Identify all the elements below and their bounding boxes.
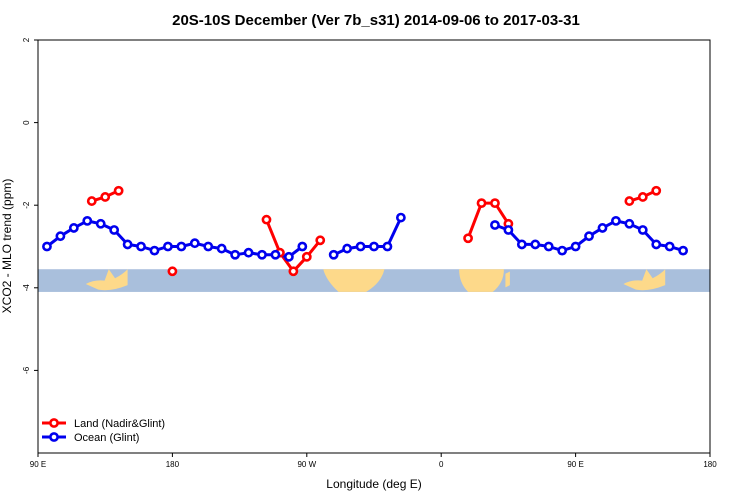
legend: Land (Nadir&Glint) Ocean (Glint): [42, 418, 165, 444]
land-patch: [505, 271, 510, 288]
plot-frame: [37, 39, 711, 454]
data-point: [149, 245, 160, 256]
data-point: [395, 212, 406, 223]
data-point: [651, 239, 662, 250]
data-point: [100, 192, 111, 202]
land-patch: [623, 269, 666, 291]
legend-label: Land (Nadir&Glint): [74, 418, 165, 430]
data-point: [301, 251, 312, 262]
data-point: [203, 241, 214, 252]
series-lines: [46, 189, 684, 273]
data-point: [637, 225, 648, 235]
legend-label: Ocean (Glint): [74, 432, 139, 444]
y-tick-label: -6: [22, 366, 31, 374]
data-point: [557, 245, 568, 256]
data-point: [257, 249, 267, 260]
data-point: [624, 218, 635, 229]
data-point: [109, 225, 120, 235]
land-patch: [323, 269, 385, 292]
x-tick-label: 180: [166, 460, 180, 469]
data-point: [490, 220, 500, 230]
series-line: [466, 201, 510, 239]
data-point: [42, 241, 52, 252]
data-point: [261, 214, 272, 225]
data-point: [86, 196, 97, 206]
data-point: [230, 249, 241, 260]
data-point: [288, 266, 299, 277]
data-point: [176, 241, 187, 252]
y-axis: 2 0 -2 -4 -6: [22, 37, 38, 374]
x-axis: 90 E 180 90 W 0 90 E 180: [30, 453, 717, 469]
data-point: [270, 249, 281, 260]
x-tick-label: 90 W: [297, 460, 316, 469]
data-point: [163, 241, 173, 252]
data-point: [113, 185, 124, 196]
data-point: [678, 245, 689, 256]
data-point: [136, 241, 146, 252]
data-point: [122, 239, 133, 250]
series-points: [42, 185, 689, 277]
data-point: [369, 241, 379, 252]
data-point: [315, 235, 326, 246]
data-point: [530, 239, 541, 250]
y-tick-label: -2: [22, 201, 31, 209]
data-point: [382, 241, 393, 252]
chart-title: 20S-10S December (Ver 7b_s31) 2014-09-06…: [172, 12, 580, 29]
map-band: [38, 269, 710, 292]
data-point: [297, 241, 308, 252]
series-line: [265, 219, 322, 273]
data-point: [516, 239, 527, 250]
data-point: [189, 238, 200, 249]
data-point: [611, 215, 621, 226]
x-tick-label: 90 E: [567, 460, 583, 469]
data-point: [624, 196, 635, 206]
y-tick-label: -4: [22, 284, 31, 292]
y-tick-label: 0: [22, 120, 31, 125]
data-point: [342, 243, 353, 254]
data-point: [82, 215, 93, 226]
data-point: [543, 241, 554, 252]
x-tick-label: 90 E: [30, 460, 46, 469]
data-point: [637, 192, 648, 202]
data-point: [490, 198, 500, 209]
data-point: [167, 266, 178, 277]
y-axis-label: XCO2 - MLO trend (ppm): [0, 179, 14, 314]
x-tick-label: 0: [439, 460, 444, 469]
y-tick-label: 2: [22, 37, 31, 42]
land-patch: [459, 269, 504, 292]
data-point: [243, 247, 254, 258]
data-point: [216, 243, 227, 254]
data-point: [55, 231, 66, 242]
data-point: [283, 251, 294, 262]
data-point: [463, 233, 473, 244]
data-point: [328, 249, 339, 260]
data-point: [584, 231, 594, 242]
data-point: [503, 225, 514, 235]
legend-marker: [49, 418, 59, 428]
data-point: [651, 185, 662, 196]
data-point: [68, 223, 79, 233]
data-point: [95, 218, 106, 229]
data-point: [476, 198, 487, 209]
x-tick-label: 180: [703, 460, 717, 469]
x-axis-label: Longitude (deg E): [326, 477, 421, 491]
land-patch: [85, 269, 128, 291]
legend-marker: [49, 432, 59, 442]
data-point: [597, 223, 608, 233]
data-point: [355, 241, 366, 252]
data-point: [570, 241, 581, 252]
data-point: [664, 241, 675, 252]
